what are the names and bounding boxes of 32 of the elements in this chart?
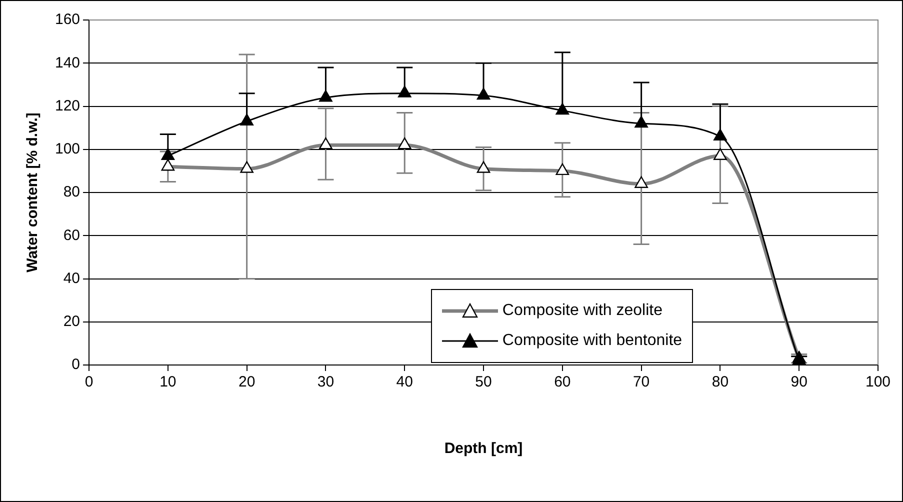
y-axis-title: Water content [% d.w.] bbox=[24, 112, 42, 272]
point bbox=[476, 88, 490, 100]
x-tick-label: 0 bbox=[84, 374, 94, 391]
point bbox=[556, 102, 570, 115]
point bbox=[161, 148, 175, 160]
x-tick-label: 10 bbox=[160, 374, 176, 391]
y-tick-label: 60 bbox=[63, 226, 80, 244]
y-tick-label: 120 bbox=[54, 97, 80, 114]
x-tick-label: 20 bbox=[238, 374, 256, 391]
x-tick-label: 70 bbox=[632, 374, 650, 391]
y-tick-label: 20 bbox=[63, 313, 80, 330]
y-tick-label: 0 bbox=[72, 356, 80, 374]
x-tick-label: 30 bbox=[317, 374, 334, 391]
point bbox=[714, 128, 727, 141]
y-tick-label: 160 bbox=[54, 11, 80, 28]
point bbox=[634, 116, 648, 128]
x-tick-label: 100 bbox=[865, 374, 891, 391]
y-tick-label: 80 bbox=[63, 184, 80, 201]
point bbox=[240, 114, 254, 126]
point bbox=[398, 86, 412, 98]
x-tick-label: 60 bbox=[554, 374, 571, 391]
legend-label: Composite with zeolite bbox=[502, 302, 662, 320]
x-tick-label: 80 bbox=[712, 374, 729, 391]
legend-label: Composite with bentonite bbox=[502, 332, 682, 350]
y-tick-label: 40 bbox=[63, 270, 80, 287]
x-tick-label: 40 bbox=[396, 374, 413, 391]
point bbox=[319, 90, 332, 102]
x-tick-label: 50 bbox=[475, 374, 492, 391]
y-tick-label: 100 bbox=[54, 140, 80, 158]
x-axis-title: Depth [cm] bbox=[444, 440, 523, 458]
y-tick-label: 140 bbox=[54, 54, 80, 72]
x-tick-label: 90 bbox=[790, 374, 808, 391]
